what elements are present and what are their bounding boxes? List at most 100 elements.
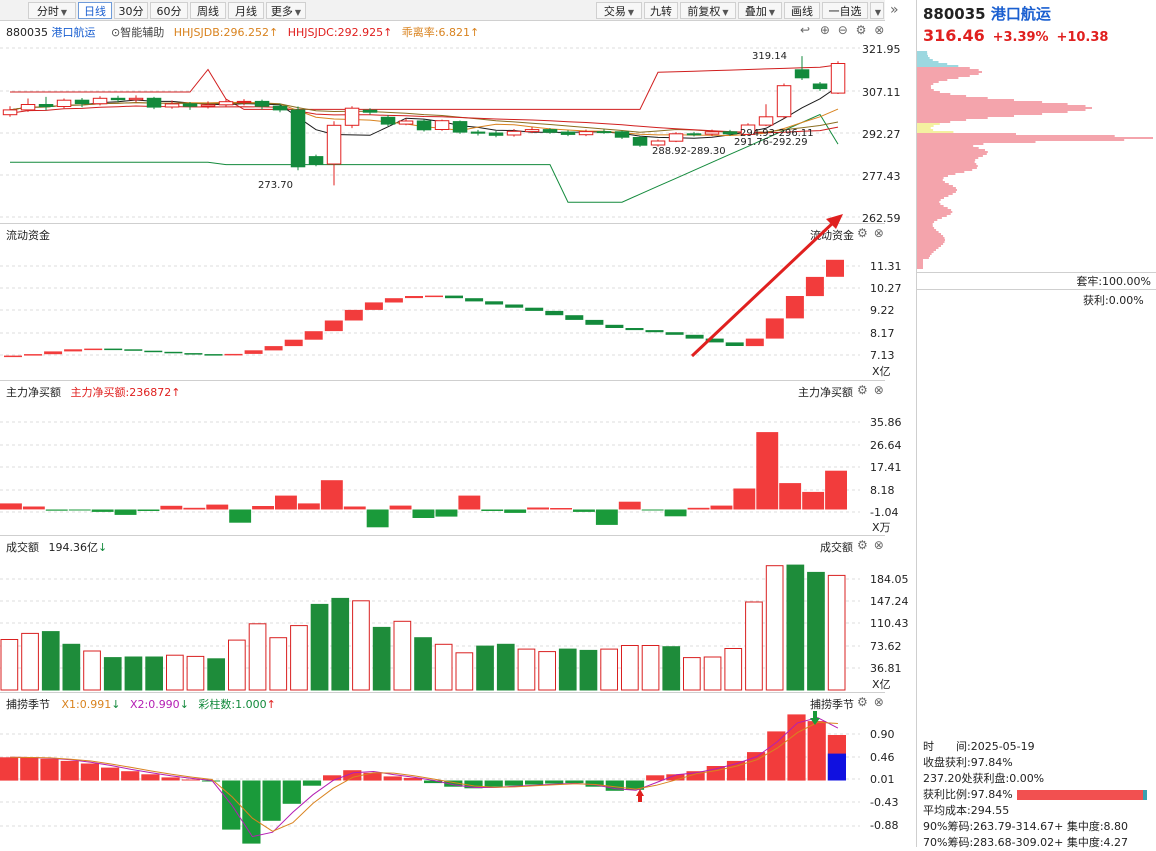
price-panel-header: 880035 港口航运 ⊙智能辅助 HHJSJDB:296.252↑ HHJSJ… xyxy=(6,24,479,40)
candle-body xyxy=(830,63,846,94)
close-icon[interactable]: ⊗ xyxy=(874,23,885,37)
nine-turn-button[interactable]: 九转 xyxy=(644,2,678,19)
gear-icon[interactable]: ⚙ xyxy=(857,226,868,240)
mainforce-bar xyxy=(229,509,252,523)
mainforce-bar xyxy=(504,509,527,513)
season-bar xyxy=(444,780,463,787)
candle-body xyxy=(632,137,648,146)
volume-bar xyxy=(62,643,81,691)
change-value: +10.38 xyxy=(1056,30,1109,45)
volume-title-right: 成交额 xyxy=(820,541,853,554)
candle-body xyxy=(380,116,396,125)
adjust-button[interactable]: 前复权 ▼ xyxy=(680,2,736,19)
close-icon[interactable]: ⊗ xyxy=(873,226,884,240)
profit-ratio-top: 获利:0.00% xyxy=(1083,294,1144,307)
volume-bar xyxy=(207,658,226,691)
draw-line-button[interactable]: 画线 xyxy=(784,2,820,19)
season-chart[interactable] xyxy=(0,693,885,847)
candle-body xyxy=(668,133,684,142)
period-tab-more[interactable]: 更多 ▼ xyxy=(266,2,306,19)
season-bar xyxy=(161,777,180,781)
candle-body xyxy=(452,121,468,133)
gear-icon[interactable]: ⚙ xyxy=(857,538,868,552)
period-tab-60min[interactable]: 60分 xyxy=(150,2,188,19)
volume-unit: X亿 xyxy=(872,678,891,691)
candle-body xyxy=(596,131,612,134)
candle-body xyxy=(308,156,324,165)
collapse-icon[interactable]: » xyxy=(890,2,899,18)
period-tab-daily[interactable]: 日线 xyxy=(78,2,112,19)
watchlist-dropdown[interactable]: ▼ xyxy=(870,2,884,19)
liquidity-step xyxy=(445,295,463,299)
mainforce-bar xyxy=(114,509,137,515)
gear-icon[interactable]: ⚙ xyxy=(857,383,868,397)
candle-body xyxy=(524,129,540,133)
trend-arrow-line xyxy=(690,218,838,358)
panel-controls: ⚙ ⊗ xyxy=(857,695,884,709)
period-tab-weekly[interactable]: 周线 xyxy=(190,2,226,19)
return-icon[interactable]: ↩ xyxy=(800,23,811,37)
season-bar xyxy=(101,767,120,781)
close-icon[interactable]: ⊗ xyxy=(873,695,884,709)
candle-body xyxy=(722,131,738,135)
volume-header: 成交额 194.36亿↓ xyxy=(6,541,108,554)
candle-body xyxy=(218,101,234,106)
chip-90: 90%筹码:263.79-314.67+ 集中度:8.80 xyxy=(923,820,1129,833)
stock-name: 港口航运 xyxy=(51,26,96,39)
period-tab-intraday[interactable]: 分时 ▼ xyxy=(28,2,76,19)
period-tab-30min[interactable]: 30分 xyxy=(114,2,148,19)
price-axis-label: 321.95 xyxy=(862,43,901,56)
mainforce-bar xyxy=(527,507,549,510)
season-bar xyxy=(767,731,786,781)
trapped-ratio: 套牢:100.00% xyxy=(917,272,1156,290)
mainforce-bar xyxy=(343,506,366,510)
liquidity-step xyxy=(805,276,824,297)
gear-icon[interactable]: ⚙ xyxy=(857,695,868,709)
add-watchlist-button[interactable]: 一自选 xyxy=(822,2,868,19)
gear-icon[interactable]: ⚙ xyxy=(855,23,867,37)
liquidity-chart[interactable] xyxy=(0,214,885,381)
volume-bar xyxy=(807,571,825,691)
volume-bar xyxy=(21,632,39,691)
smart-assist-toggle[interactable]: ⊙智能辅助 xyxy=(111,26,165,39)
mainforce-bar xyxy=(252,506,274,510)
volume-axis-label: 147.24 xyxy=(870,595,909,608)
liquidity-axis-label: 9.22 xyxy=(870,304,895,317)
liquidity-step xyxy=(64,349,83,352)
mainforce-bar xyxy=(733,488,756,510)
liquidity-step xyxy=(785,296,804,319)
volume-bar xyxy=(310,603,329,691)
zoom-in-icon[interactable]: ⊕ xyxy=(819,23,830,37)
mainforce-chart[interactable] xyxy=(0,381,885,536)
close-icon[interactable]: ⊗ xyxy=(873,383,884,397)
zoom-out-icon[interactable]: ⊖ xyxy=(837,23,848,37)
volume-bar xyxy=(786,564,805,691)
close-icon[interactable]: ⊗ xyxy=(873,538,884,552)
mainforce-bar xyxy=(22,506,45,510)
volume-bar xyxy=(145,656,164,691)
candle-body xyxy=(74,99,90,105)
overlay-button[interactable]: 叠加 ▼ xyxy=(738,2,782,19)
side-stock-title: 880035 港口航运 xyxy=(923,5,1051,23)
candlestick-chart[interactable] xyxy=(0,21,885,224)
liquidity-step xyxy=(425,295,443,298)
sell-signal-arrow xyxy=(810,718,820,725)
volume-axis-label: 36.81 xyxy=(870,662,902,675)
liquidity-step xyxy=(765,318,784,339)
price-axis-label: 292.27 xyxy=(862,128,901,141)
chip-distribution-chart[interactable] xyxy=(917,0,1156,300)
volume-chart[interactable] xyxy=(0,536,885,693)
candle-body xyxy=(704,131,720,135)
volume-axis-label: 110.43 xyxy=(870,617,909,630)
volume-bar xyxy=(248,623,267,691)
panel-controls: ⚙ ⊗ xyxy=(857,383,884,397)
trade-button[interactable]: 交易 ▼ xyxy=(596,2,642,19)
season-bar xyxy=(201,780,221,782)
high-annotation: 319.14 xyxy=(752,51,787,62)
candle-body xyxy=(326,124,342,165)
season-bar xyxy=(242,780,261,844)
period-tab-monthly[interactable]: 月线 xyxy=(228,2,264,19)
season-bar xyxy=(585,780,604,787)
candle-body xyxy=(740,124,756,135)
candle-body xyxy=(128,97,144,101)
